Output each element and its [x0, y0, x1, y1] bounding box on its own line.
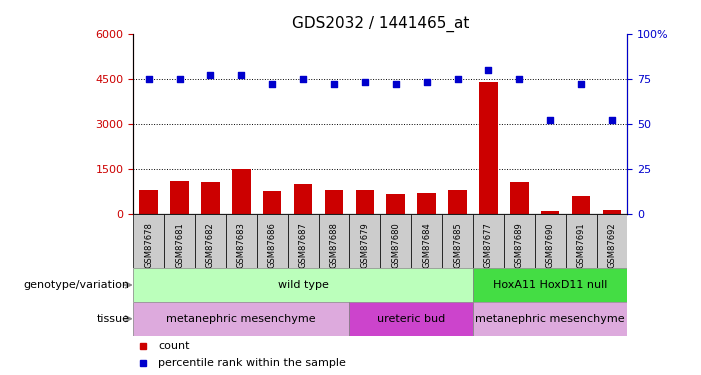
Point: [359, 80, 370, 86]
Bar: [195, 214, 226, 268]
Text: GSM87692: GSM87692: [608, 222, 616, 267]
Point: [421, 80, 433, 86]
Bar: [411, 214, 442, 268]
Text: metanephric mesenchyme: metanephric mesenchyme: [166, 314, 316, 324]
Point: [390, 81, 402, 87]
Point: [606, 117, 618, 123]
Point: [576, 81, 587, 87]
Text: percentile rank within the sample: percentile rank within the sample: [158, 358, 346, 368]
Text: GSM87682: GSM87682: [206, 222, 215, 268]
Bar: [133, 302, 349, 336]
Bar: [164, 214, 195, 268]
Bar: [597, 214, 627, 268]
Bar: [294, 184, 313, 214]
Text: tissue: tissue: [97, 314, 130, 324]
Bar: [473, 302, 627, 336]
Text: GSM87686: GSM87686: [268, 222, 277, 268]
Title: GDS2032 / 1441465_at: GDS2032 / 1441465_at: [292, 16, 469, 32]
Point: [483, 67, 494, 73]
Bar: [381, 214, 411, 268]
Bar: [510, 182, 529, 214]
Bar: [133, 268, 473, 302]
Bar: [139, 190, 158, 214]
Bar: [566, 214, 597, 268]
Bar: [257, 214, 287, 268]
Point: [205, 72, 216, 78]
Bar: [263, 191, 282, 214]
Point: [174, 76, 185, 82]
Bar: [603, 210, 621, 214]
Text: GSM87681: GSM87681: [175, 222, 184, 268]
Bar: [201, 182, 219, 214]
Bar: [325, 190, 343, 214]
Text: count: count: [158, 341, 189, 351]
Bar: [473, 268, 627, 302]
Text: GSM87677: GSM87677: [484, 222, 493, 268]
Text: GSM87691: GSM87691: [576, 222, 585, 267]
Bar: [355, 190, 374, 214]
Text: GSM87690: GSM87690: [545, 222, 554, 267]
Bar: [386, 194, 405, 214]
Point: [328, 81, 339, 87]
Text: GSM87688: GSM87688: [329, 222, 339, 268]
Bar: [541, 211, 559, 214]
Bar: [473, 214, 504, 268]
Text: HoxA11 HoxD11 null: HoxA11 HoxD11 null: [493, 280, 607, 290]
Text: GSM87679: GSM87679: [360, 222, 369, 268]
Bar: [417, 193, 436, 214]
Bar: [479, 82, 498, 214]
Text: GSM87685: GSM87685: [453, 222, 462, 268]
Point: [266, 81, 278, 87]
Point: [545, 117, 556, 123]
Bar: [349, 302, 473, 336]
Bar: [226, 214, 257, 268]
Text: GSM87678: GSM87678: [144, 222, 153, 268]
Text: GSM87687: GSM87687: [299, 222, 308, 268]
Bar: [349, 214, 381, 268]
Bar: [287, 214, 318, 268]
Point: [143, 76, 154, 82]
Point: [514, 76, 525, 82]
Bar: [504, 214, 535, 268]
Text: metanephric mesenchyme: metanephric mesenchyme: [475, 314, 625, 324]
Text: genotype/variation: genotype/variation: [24, 280, 130, 290]
Text: ureteric bud: ureteric bud: [377, 314, 445, 324]
Point: [452, 76, 463, 82]
Point: [236, 72, 247, 78]
Bar: [232, 169, 250, 214]
Bar: [448, 190, 467, 214]
Bar: [318, 214, 349, 268]
Text: wild type: wild type: [278, 280, 329, 290]
Bar: [535, 214, 566, 268]
Bar: [133, 214, 164, 268]
Bar: [170, 181, 189, 214]
Point: [297, 76, 308, 82]
Text: GSM87683: GSM87683: [237, 222, 246, 268]
Text: GSM87680: GSM87680: [391, 222, 400, 268]
Bar: [572, 196, 590, 214]
Bar: [442, 214, 473, 268]
Text: GSM87684: GSM87684: [422, 222, 431, 268]
Text: GSM87689: GSM87689: [515, 222, 524, 268]
